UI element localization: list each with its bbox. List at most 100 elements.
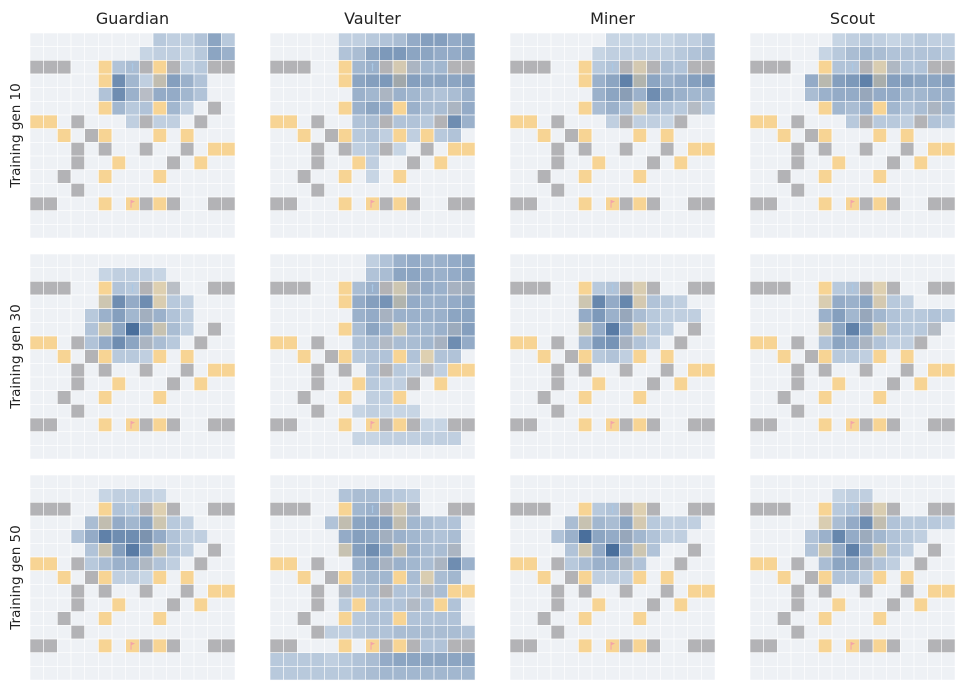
heat-cell [804, 73, 819, 88]
grid-cell-empty [927, 128, 942, 143]
heat-cell [420, 638, 435, 654]
heat-cell [406, 73, 421, 88]
heat-cell [886, 308, 901, 323]
grid-cell-empty [365, 474, 380, 489]
grid-cell-empty [913, 431, 929, 446]
grid-cell-empty [57, 515, 72, 530]
grid-cell-wall [701, 502, 716, 517]
grid-cell-empty [804, 625, 819, 640]
grid-cell-empty [763, 308, 778, 323]
grid-cell-empty [509, 543, 524, 558]
grid-cell-empty [749, 294, 764, 309]
grid-cell-empty [619, 224, 634, 239]
heat-cell [406, 488, 421, 503]
grid-cell-empty [859, 224, 874, 239]
heatmap-panels [29, 32, 956, 681]
grid-cell-empty [632, 584, 648, 599]
grid-cell-empty [221, 335, 236, 350]
heat-cell [324, 666, 339, 681]
grid-cell-empty [152, 584, 167, 599]
grid-cell-empty [509, 46, 524, 61]
grid-cell-empty [790, 488, 805, 503]
grid-cell-empty [578, 253, 593, 268]
grid-cell-empty [84, 169, 99, 184]
heat-cell [818, 87, 833, 102]
grid-cell-empty [111, 584, 126, 599]
grid-cell-empty [927, 556, 942, 571]
grid-cell-platform [338, 638, 353, 654]
grid-cell-empty [406, 210, 421, 225]
heat-cell [646, 101, 661, 116]
grid-cell-empty [886, 445, 901, 460]
grid-cell-empty [447, 376, 462, 391]
heat-cell [461, 335, 476, 350]
grid-cell-empty [673, 224, 689, 239]
grid-cell-empty [43, 390, 58, 405]
grid-cell-empty [207, 488, 222, 503]
grid-cell-empty [591, 638, 606, 654]
grid-cell-empty [166, 445, 181, 460]
grid-cell-empty [790, 515, 805, 530]
grid-cell-empty [139, 128, 154, 143]
grid-cell-empty [646, 474, 661, 489]
grid-cell-empty [509, 445, 524, 460]
grid-cell-empty [152, 474, 167, 489]
grid-cell-empty [550, 488, 565, 503]
grid-cell-empty [673, 611, 689, 626]
grid-cell-wall [564, 570, 579, 585]
grid-cell-empty [283, 445, 298, 460]
heat-cell [420, 431, 435, 446]
grid-cell-empty [578, 474, 593, 489]
grid-cell-wall [790, 556, 805, 571]
grid-cell-empty [283, 32, 298, 47]
grid-cell-wall [297, 281, 312, 296]
heat-cell [139, 543, 154, 558]
grid-cell-empty [804, 404, 819, 419]
grid-cell-empty [749, 322, 764, 337]
grid-cell-empty [913, 267, 929, 282]
heat-cell [605, 114, 620, 129]
heat-cell [406, 349, 421, 364]
heat-cell [365, 556, 380, 571]
grid-cell-empty [673, 638, 689, 654]
heat-cell [351, 142, 366, 157]
grid-cell-empty [297, 253, 312, 268]
grid-cell-wall [701, 417, 716, 433]
grid-cell-empty [338, 445, 353, 460]
grid-cell-empty [43, 611, 58, 626]
heat-cell [433, 515, 449, 530]
grid-cell-empty [43, 445, 58, 460]
grid-cell-empty [43, 652, 58, 667]
grid-cell-empty [84, 363, 99, 378]
grid-cell-empty [749, 543, 764, 558]
grid-cell-empty [84, 87, 99, 102]
grid-cell-empty [84, 638, 99, 654]
heat-cell [433, 46, 449, 61]
grid-cell-empty [578, 625, 593, 640]
grid-cell-empty [537, 597, 552, 613]
grid-cell-wall [166, 502, 181, 517]
grid-cell-wall [166, 60, 181, 75]
grid-cell-empty [673, 196, 689, 212]
grid-cell-platform [818, 294, 833, 309]
grid-cell-platform [763, 556, 778, 571]
heat-cell [591, 294, 606, 309]
grid-cell-empty [420, 169, 435, 184]
heat-cell [619, 570, 634, 585]
grid-cell-wall [207, 196, 222, 212]
heat-cell [310, 666, 325, 681]
grid-cell-empty [269, 155, 284, 170]
grid-cell-empty [777, 515, 792, 530]
grid-cell-empty [57, 32, 72, 47]
grid-cell-empty [660, 155, 675, 170]
heat-cell [433, 253, 449, 268]
heat-cell [447, 625, 462, 640]
grid-cell-empty [749, 666, 764, 681]
heat-cell [98, 87, 113, 102]
heat-cell [297, 666, 312, 681]
grid-cell-empty [166, 611, 181, 626]
heat-cell [804, 529, 819, 544]
grid-cell-empty [166, 183, 181, 198]
heat-cell [379, 294, 394, 309]
